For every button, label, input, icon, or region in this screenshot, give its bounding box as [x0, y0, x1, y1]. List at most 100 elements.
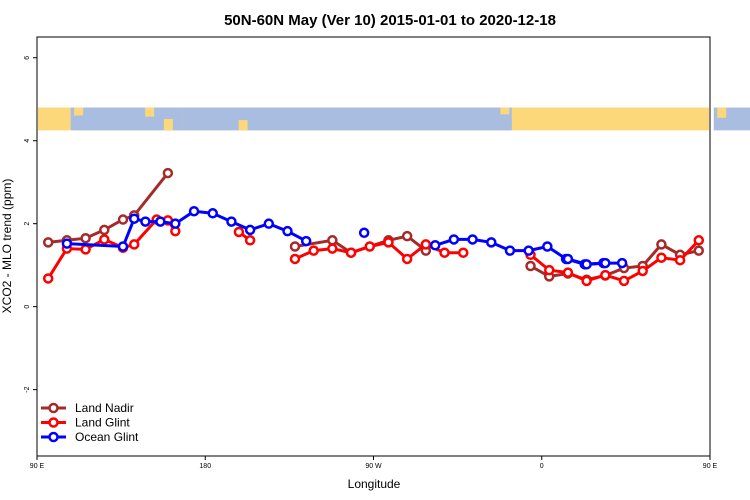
data-point [117, 214, 129, 225]
map-land-patch [145, 107, 155, 117]
map-land-patch [163, 118, 173, 131]
data-point [80, 232, 91, 244]
map-ocean-region [70, 107, 183, 131]
world-map-strip [38, 107, 750, 131]
data-point [42, 273, 54, 284]
data-point [401, 230, 413, 242]
y-tick-label: 2 [24, 222, 31, 226]
data-point [244, 224, 256, 236]
data-point [504, 245, 516, 256]
x-tick-label: 90 W [365, 463, 382, 470]
data-point [128, 239, 140, 250]
data-point [233, 226, 245, 238]
data-point [42, 237, 54, 248]
data-point [581, 275, 592, 287]
data-point [327, 235, 338, 246]
data-point [543, 264, 555, 276]
y-tick-label: -2 [24, 386, 31, 392]
data-point [289, 253, 301, 265]
data-point [581, 259, 592, 270]
data-point [117, 241, 129, 252]
series-line [529, 239, 700, 283]
data-point [439, 247, 450, 258]
data-point [467, 234, 478, 245]
data-point [674, 254, 686, 266]
data-point [420, 239, 432, 250]
data-point [345, 247, 357, 258]
data-point [383, 237, 394, 248]
data-point [618, 275, 630, 287]
map-land-patch [500, 107, 510, 115]
legend-marker [48, 402, 59, 414]
y-tick-label: 0 [24, 305, 31, 309]
data-point [486, 237, 497, 248]
data-point [358, 227, 370, 239]
y-tick-label: 6 [24, 56, 31, 60]
data-point [308, 245, 319, 256]
data-point [263, 218, 275, 229]
data-point [140, 216, 151, 227]
chart-title: 50N-60N May (Ver 10) 2015-01-01 to 2020-… [224, 12, 556, 29]
legend-label: Land Nadir [75, 401, 134, 415]
data-point [562, 267, 574, 278]
legend-label: Ocean Glint [75, 430, 139, 444]
series-line [529, 242, 700, 282]
x-tick-label: 90 E [30, 463, 45, 470]
data-point [364, 241, 376, 252]
data-point [693, 245, 705, 256]
data-point [162, 167, 174, 179]
data-point [600, 257, 611, 269]
data-point [244, 235, 256, 246]
data-point [289, 241, 301, 252]
series-layer [42, 167, 705, 287]
data-point [525, 260, 536, 272]
x-tick-label: 180 [199, 463, 211, 470]
series-ocean-glint [61, 205, 628, 270]
legend-item: Ocean Glint [41, 430, 139, 444]
data-point [155, 216, 166, 227]
data-point [128, 213, 140, 224]
data-point [656, 239, 667, 250]
x-axis-ticks: 90 E 180 90 W 0 90 E [30, 456, 718, 470]
y-tick-label: 4 [24, 139, 31, 143]
map-land-patch [238, 120, 248, 131]
map-land-patch [717, 107, 727, 118]
data-point [207, 208, 218, 219]
data-point [61, 238, 73, 249]
legend-marker [48, 417, 59, 428]
y-axis-ticks: -2 0 2 4 6 [24, 56, 37, 393]
data-point [401, 253, 413, 265]
data-point [188, 205, 200, 217]
data-point [457, 247, 469, 258]
data-point [542, 241, 553, 252]
data-point [327, 243, 338, 254]
data-point [523, 245, 534, 256]
y-axis-label: XCO2 - MLO trend (ppm) [0, 179, 14, 314]
data-point [562, 253, 574, 265]
data-point [80, 244, 91, 255]
legend-item: Land Nadir [41, 401, 134, 415]
data-point [693, 235, 705, 246]
x-tick-label: 90 E [703, 463, 718, 470]
x-axis-label: Longitude [348, 477, 401, 491]
data-point [600, 269, 611, 281]
data-point [170, 218, 181, 229]
data-point [637, 265, 648, 277]
map-land-patch [74, 107, 84, 116]
legend-marker [48, 431, 59, 443]
x-tick-label: 0 [540, 463, 544, 470]
data-point [99, 224, 110, 236]
data-point [616, 257, 628, 269]
data-point [282, 225, 293, 237]
data-point [656, 252, 667, 263]
legend-label: Land Glint [75, 416, 130, 430]
legend-item: Land Glint [41, 416, 130, 430]
data-point [429, 240, 441, 251]
data-point [448, 234, 460, 245]
map-ocean-region [182, 107, 512, 131]
data-point [300, 235, 312, 247]
data-point [226, 216, 237, 227]
data-point [99, 234, 110, 245]
